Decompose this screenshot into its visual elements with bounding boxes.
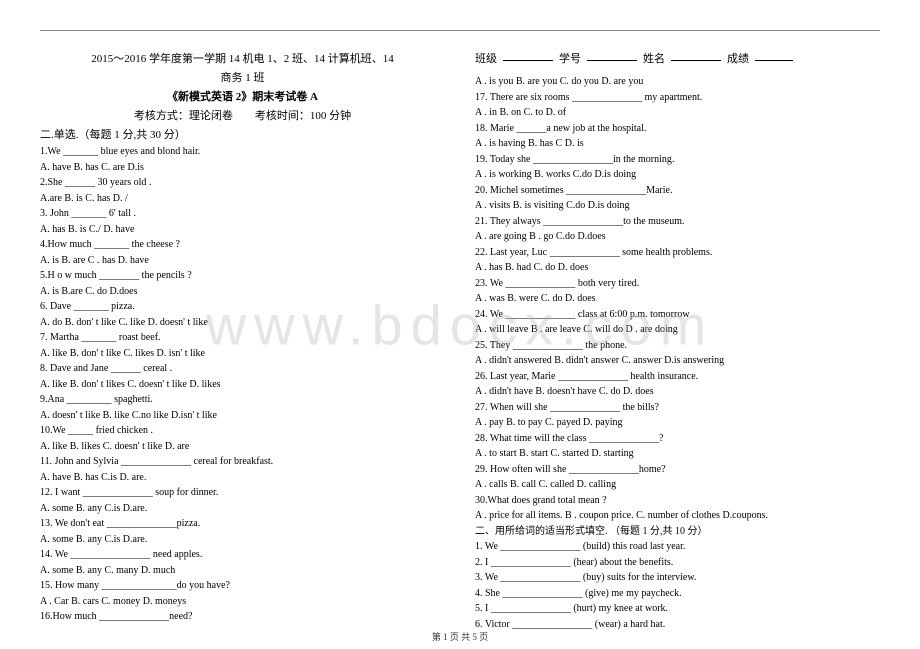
fill-5: 5. I ________________ (hurt) my knee at … [475, 601, 880, 617]
q8-stem: 8. Dave and Jane ______ cereal . [40, 361, 445, 377]
q13-stem: 13. We don't eat ______________pizza. [40, 516, 445, 532]
q10-opts: A. like B. likes C. doesn' t like D. are [40, 439, 445, 455]
q14-opts: A. some B. any C. many D. much [40, 563, 445, 579]
q30-opts: A . price for all items. B . coupon pric… [475, 508, 880, 524]
q9-opts: A. doesn' t like B. like C.no like D.isn… [40, 408, 445, 424]
q26-stem: 26. Last year, Marie ______________ heal… [475, 369, 880, 385]
section-a-heading: 二.单选.（每题 1 分,共 30 分） [40, 127, 445, 144]
fill-1: 1. We ________________ (build) this road… [475, 539, 880, 555]
title-line-1: 2015～2016 学年度第一学期 14 机电 1、2 班、14 计算机班、14 [40, 51, 445, 68]
score-blank [755, 51, 793, 61]
q10-stem: 10.We _____ fried chicken . [40, 423, 445, 439]
q18-opts: A . is having B. has C D. is [475, 136, 880, 152]
q2-stem: 2.She ______ 30 years old . [40, 175, 445, 191]
q5-stem: 5.H o w much ________ the pencils ? [40, 268, 445, 284]
q29-opts: A . calls B. call C. called D. calling [475, 477, 880, 493]
q14-stem: 14. We ________________ need apples. [40, 547, 445, 563]
q25-opts: A . didn't answered B. didn't answer C. … [475, 353, 880, 369]
q12-opts: A. some B. any C.is D.are. [40, 501, 445, 517]
q11-stem: 11. John and Sylvia ______________ cerea… [40, 454, 445, 470]
q8-opts: A. like B. don' t likes C. doesn' t like… [40, 377, 445, 393]
q20-stem: 20. Michel sometimes ________________Mar… [475, 183, 880, 199]
class-blank [503, 51, 553, 61]
q15-opts: A . Car B. cars C. money D. moneys [40, 594, 445, 610]
sid-blank [587, 51, 637, 61]
fill-2: 2. I ________________ (hear) about the b… [475, 555, 880, 571]
question-1: 1.We _______ blue eyes and blond hair. [40, 144, 445, 160]
q28-stem: 28. What time will the class ___________… [475, 431, 880, 447]
fill-3: 3. We ________________ (buy) suits for t… [475, 570, 880, 586]
q21-stem: 21. They always ________________to the m… [475, 214, 880, 230]
exam-meta: 考核方式：理论闭卷 考核时间：100 分钟 [40, 108, 445, 125]
q16-stem: 16.How much ______________need? [40, 609, 445, 625]
q21-opts: A . are going B . go C.do D.does [475, 229, 880, 245]
q4-stem: 4.How much _______ the cheese ? [40, 237, 445, 253]
q4-opts: A. is B. are C . has D. have [40, 253, 445, 269]
q20-opts: A . visits B. is visiting C.do D.is doin… [475, 198, 880, 214]
q1-opts: A. have B. has C. are D.is [40, 160, 445, 176]
q28-opts: A . to start B. start C. started D. star… [475, 446, 880, 462]
q18-stem: 18. Marie ______a new job at the hospita… [475, 121, 880, 137]
q29-stem: 29. How often will she ______________hom… [475, 462, 880, 478]
q27-stem: 27. When will she ______________ the bil… [475, 400, 880, 416]
page-footer: 第 1 页 共 5 页 [0, 630, 920, 643]
q1-stem: 1.We _______ blue eyes and blond hair. [40, 146, 200, 157]
fill-4: 4. She ________________ (give) me my pay… [475, 586, 880, 602]
page-content: 2015～2016 学年度第一学期 14 机电 1、2 班、14 计算机班、14… [40, 30, 880, 632]
q3-stem: 3. John _______ 6' tall . [40, 206, 445, 222]
q23-opts: A . was B. were C. do D. does [475, 291, 880, 307]
exam-method: 考核方式：理论闭卷 [134, 110, 233, 122]
q3-opts: A. has B. is C./ D. have [40, 222, 445, 238]
q7-opts: A. like B. don' t like C. likes D. isn' … [40, 346, 445, 362]
q15-stem: 15. How many _______________do you have? [40, 578, 445, 594]
q27-opts: A . pay B. to pay C. payed D. paying [475, 415, 880, 431]
q24-opts: A . will leave B . are leave C. will do … [475, 322, 880, 338]
q13-opts: A. some B. any C.is D.are. [40, 532, 445, 548]
q17-stem: 17. There are six rooms ______________ m… [475, 90, 880, 106]
q11-opts: A. have B. has C.is D. are. [40, 470, 445, 486]
q19-opts: A . is working B. works C.do D.is doing [475, 167, 880, 183]
q16-opts: A . is you B. are you C. do you D. are y… [475, 74, 880, 90]
q25-stem: 25. They ______________ the phone. [475, 338, 880, 354]
sid-label: 学号 [559, 51, 581, 68]
left-column: 2015～2016 学年度第一学期 14 机电 1、2 班、14 计算机班、14… [40, 51, 445, 632]
q23-stem: 23. We ______________ both very tired. [475, 276, 880, 292]
q22-opts: A . has B. had C. do D. does [475, 260, 880, 276]
q24-stem: 24. We ______________ class at 6:00 p.m.… [475, 307, 880, 323]
student-info-header: 班级 学号 姓名 成绩 [475, 51, 880, 68]
q26-opts: A . didn't have B. doesn't have C. do D.… [475, 384, 880, 400]
q22-stem: 22. Last year, Luc ______________ some h… [475, 245, 880, 261]
q30-stem: 30.What does grand total mean ? [475, 493, 880, 509]
q12-stem: 12. I want ______________ soup for dinne… [40, 485, 445, 501]
q7-stem: 7. Martha _______ roast beef. [40, 330, 445, 346]
class-label: 班级 [475, 51, 497, 68]
q2-opts: A.are B. is C. has D. / [40, 191, 445, 207]
q6-opts: A. do B. don' t like C. like D. doesn' t… [40, 315, 445, 331]
q19-stem: 19. Today she ________________in the mor… [475, 152, 880, 168]
q17-opts: A . in B. on C. to D. of [475, 105, 880, 121]
section-b-heading: 二、用所给词的适当形式填空. （每题 1 分,共 10 分） [475, 524, 880, 540]
score-label: 成绩 [727, 51, 749, 68]
name-label: 姓名 [643, 51, 665, 68]
name-blank [671, 51, 721, 61]
exam-time: 考核时间：100 分钟 [255, 110, 351, 122]
q9-stem: 9.Ana _________ spaghetti. [40, 392, 445, 408]
right-column: 班级 学号 姓名 成绩 A . is you B. are you C. do … [475, 51, 880, 632]
title-line-2: 商务 1 班 [40, 70, 445, 87]
q5-opts: A. is B.are C. do D.does [40, 284, 445, 300]
exam-title: 《新模式英语 2》期末考试卷 A [40, 89, 445, 106]
q6-stem: 6. Dave _______ pizza. [40, 299, 445, 315]
